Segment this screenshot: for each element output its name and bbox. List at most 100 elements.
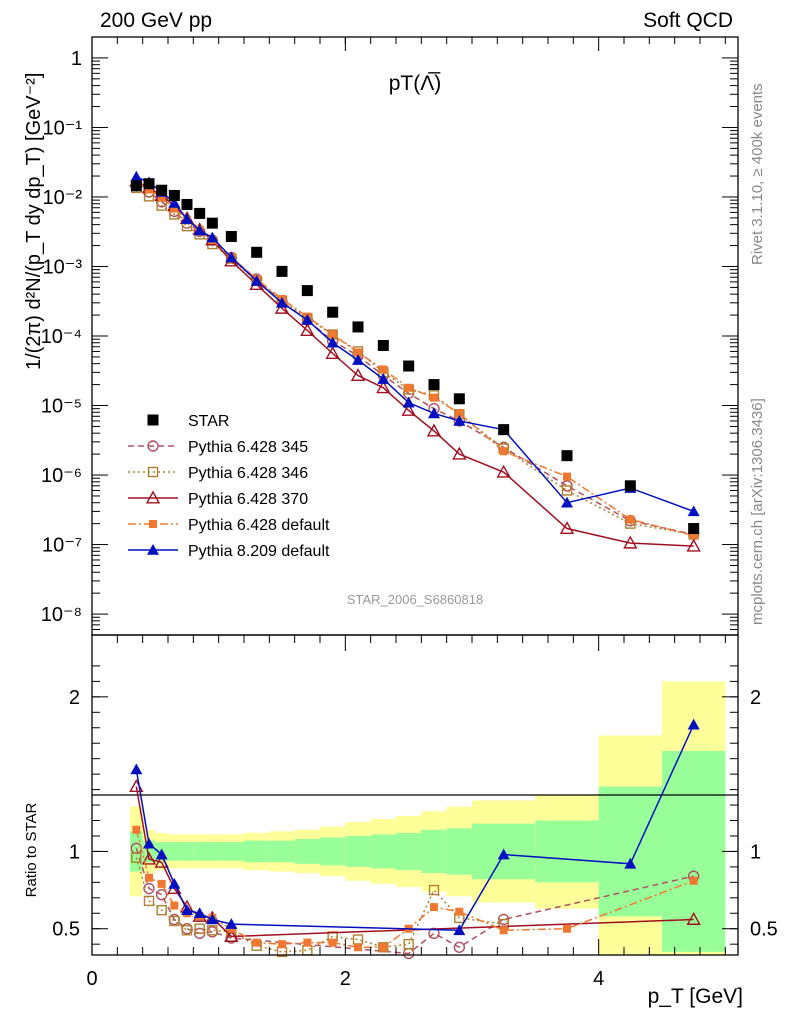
data-point [563, 472, 571, 481]
legend-item: Pythia 6.428 370 [128, 490, 308, 508]
ratio-point [155, 889, 168, 901]
uncertainty-band-inner [269, 840, 295, 863]
data-point [157, 193, 166, 202]
legend-item: Pythia 6.428 default [128, 517, 330, 534]
data-point [377, 373, 390, 384]
data-point [301, 313, 314, 325]
ratio-point [403, 938, 414, 950]
uncertainty-band-inner [446, 828, 472, 875]
data-point [430, 393, 438, 402]
ratio-y-tick-label-right: 1 [750, 841, 761, 863]
ratio-point [157, 879, 166, 888]
data-point [181, 213, 193, 224]
data-point [143, 178, 155, 190]
y-tick-label: 10⁻³ [43, 256, 83, 278]
ratio-point [132, 825, 141, 834]
ratio-point [689, 876, 698, 885]
ratio-y-tick-label: 2 [69, 687, 80, 709]
data-point [498, 424, 510, 436]
data-point [402, 396, 415, 408]
data-point [301, 285, 313, 297]
mcplots-label: mcplots.cern.ch [arXiv:1306.3436] [749, 398, 766, 625]
ratio-point [131, 852, 142, 863]
legend-label: Pythia 6.428 346 [188, 465, 308, 482]
ratio-point [453, 941, 466, 953]
series-line [136, 185, 694, 536]
uncertainty-band-inner [206, 842, 219, 861]
main-plot: pT(Λ̅) STAR_2006_S6860818 110⁻¹10⁻²10⁻³1… [23, 36, 739, 636]
data-point [426, 423, 442, 437]
y-tick-label: 10⁻⁷ [42, 535, 82, 557]
data-point [352, 321, 364, 333]
ratio-y-tick-label-right: 0.5 [750, 919, 778, 941]
ratio-point [141, 851, 157, 865]
data-point [181, 198, 193, 210]
data-point [687, 505, 700, 517]
uncertainty-band-inner [168, 842, 181, 861]
legend-label: Pythia 6.428 default [188, 517, 330, 534]
legend-item: Pythia 6.428 345 [128, 439, 308, 456]
data-point [354, 348, 362, 357]
y-tick-label: 10⁻² [43, 187, 83, 209]
data-point [206, 231, 219, 243]
uncertainty-band-inner [244, 840, 270, 863]
data-point [376, 380, 391, 394]
data-point [499, 447, 508, 456]
ratio-point [499, 926, 508, 935]
ratio-point [168, 877, 181, 889]
ratio-point [378, 942, 389, 953]
ratio-point [181, 904, 193, 915]
analysis-watermark: STAR_2006_S6860818 [347, 592, 483, 607]
data-point [327, 306, 339, 318]
ratio-point [193, 907, 206, 919]
data-point [350, 368, 366, 382]
data-point [352, 354, 364, 365]
ratio-point [252, 938, 261, 947]
data-point [326, 336, 339, 348]
legend-item: Pythia 8.209 default [128, 543, 330, 560]
series-line [135, 187, 694, 536]
ratio-point [379, 943, 388, 952]
data-point [561, 496, 573, 508]
data-point [274, 300, 290, 314]
y-tick-label: 10⁻⁵ [41, 396, 82, 418]
legend: STAR Pythia 6.428 345 Pythia 6.428 346 Pyth… [128, 413, 330, 560]
data-point [455, 409, 464, 418]
data-point [428, 407, 440, 419]
data-point [206, 217, 218, 229]
data-point [225, 230, 237, 242]
data-point [561, 485, 573, 496]
ratio-point [225, 932, 238, 944]
ratio-y-tick-label: 1 [69, 841, 80, 863]
data-point [626, 515, 635, 524]
ratio-point [278, 940, 286, 949]
data-point [453, 393, 465, 405]
data-point [624, 480, 636, 492]
data-point [401, 402, 416, 416]
data-point [379, 365, 388, 374]
data-point [130, 170, 143, 182]
ratio-point [303, 938, 312, 947]
y-tick-label: 10⁻⁸ [41, 604, 82, 626]
ratio-point [328, 938, 337, 947]
data-point [689, 531, 698, 540]
data-point [225, 251, 238, 263]
plot-title: pT(Λ̅) [389, 72, 442, 95]
ratio-point [563, 924, 571, 933]
data-point [686, 538, 701, 552]
uncertainty-band-inner [345, 835, 371, 867]
ratio-point [145, 873, 153, 882]
ratio-point [206, 913, 219, 925]
main-y-axis-label: 1/(2π) d²N/(p_T dy dp_T) [GeV⁻²] [23, 73, 45, 370]
ratio-point [194, 923, 205, 934]
ratio-point [687, 718, 700, 730]
data-point [168, 196, 181, 208]
uncertainty-band-inner [662, 750, 726, 952]
data-point [130, 180, 142, 192]
data-point [251, 246, 263, 258]
data-point [194, 207, 206, 219]
data-point [559, 521, 575, 535]
ratio-ticks: 0.5 0.5 1 1 2 2 0 2 4 [52, 635, 778, 990]
y-tick-label: 10⁻⁶ [41, 465, 82, 487]
